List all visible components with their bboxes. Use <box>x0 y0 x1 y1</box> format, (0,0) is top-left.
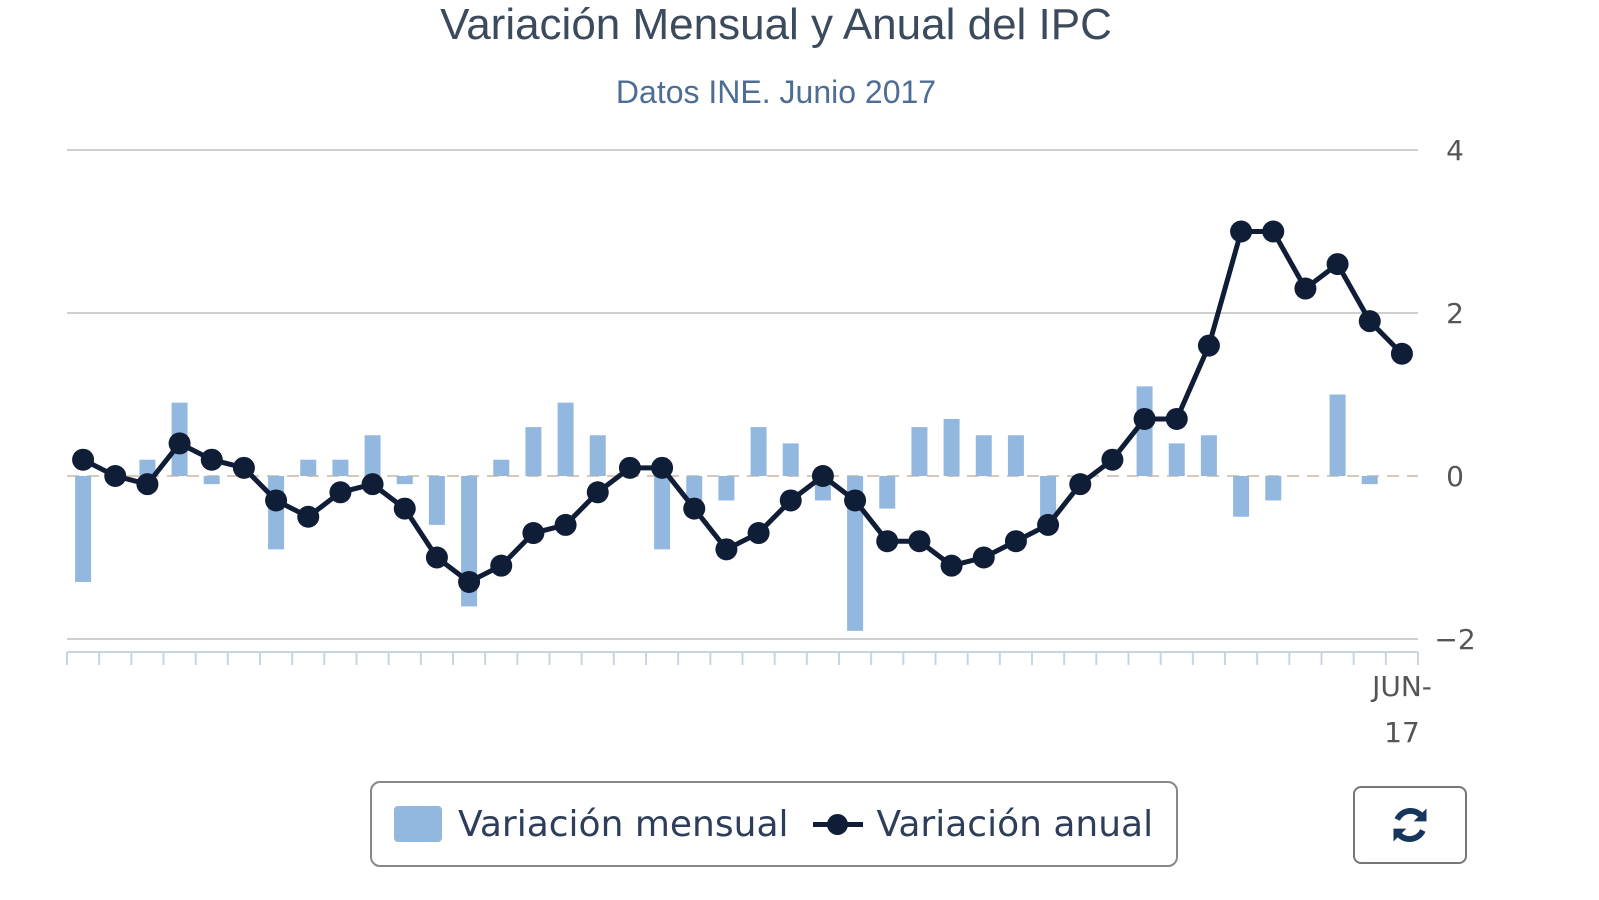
point-anual <box>618 456 641 479</box>
bar-mensual <box>428 476 445 525</box>
point-anual <box>1004 530 1027 553</box>
bar-mensual <box>525 427 542 476</box>
bar-mensual <box>975 435 992 476</box>
x-tick-label: JUN-17 <box>1372 670 1432 749</box>
point-anual <box>1197 334 1220 357</box>
chart-subtitle: Datos INE. Junio 2017 <box>615 74 937 110</box>
point-anual <box>361 473 384 496</box>
bar-mensual <box>1361 476 1378 485</box>
refresh-icon <box>1393 808 1427 842</box>
point-anual <box>1294 277 1317 300</box>
point-anual <box>844 489 867 512</box>
bar-mensual <box>1265 476 1282 501</box>
bar-mensual <box>750 427 767 476</box>
bar-mensual <box>686 476 703 501</box>
bar-mensual <box>396 476 413 485</box>
bar-mensual <box>364 435 381 476</box>
point-anual <box>811 465 834 487</box>
point-anual <box>779 489 802 512</box>
bar-mensual <box>718 476 735 501</box>
point-anual <box>232 456 255 479</box>
point-anual <box>1390 342 1413 365</box>
bar-mensual <box>654 476 671 550</box>
point-anual <box>876 530 899 553</box>
point-anual <box>265 489 288 512</box>
point-anual <box>586 481 609 504</box>
point-anual <box>393 497 416 520</box>
bar-mensual <box>1168 443 1185 476</box>
point-anual <box>329 481 352 504</box>
point-anual <box>136 473 159 496</box>
point-anual <box>940 554 963 577</box>
point-anual <box>104 465 127 487</box>
bar-mensual <box>911 427 928 476</box>
bar-mensual <box>879 476 896 509</box>
legend-item-anual[interactable]: Variación anual <box>789 803 1154 845</box>
bar-mensual <box>332 459 349 476</box>
bar-mensual <box>75 476 92 582</box>
point-anual <box>1326 253 1349 276</box>
bar-mensual <box>268 476 285 550</box>
point-anual <box>1069 473 1092 496</box>
bar-mensual <box>1329 394 1346 476</box>
point-anual <box>1165 407 1188 430</box>
bar-mensual <box>1136 386 1153 476</box>
bar-mensual <box>300 459 317 476</box>
point-anual <box>200 448 223 471</box>
bar-mensual <box>782 443 799 476</box>
point-anual <box>1230 220 1253 243</box>
legend-item-mensual[interactable]: Variación mensual <box>394 804 789 845</box>
bar-mensual <box>943 418 960 476</box>
point-anual <box>715 538 738 561</box>
chart-legend: Variación mensual Variación anual <box>370 781 1178 867</box>
y-tick-label: 2 <box>1446 297 1464 330</box>
bar-mensual <box>493 459 510 476</box>
bar-mensual <box>139 459 156 476</box>
bar-mensual <box>1233 476 1250 517</box>
point-anual <box>908 530 931 553</box>
bar-mensual <box>203 476 220 485</box>
bar-mensual <box>589 435 606 476</box>
bar-mensual <box>847 476 864 631</box>
point-anual <box>1358 310 1381 333</box>
legend-label: Variación anual <box>876 803 1154 845</box>
point-anual <box>72 448 95 471</box>
point-anual <box>651 456 674 479</box>
point-anual <box>747 522 770 545</box>
point-anual <box>168 432 191 455</box>
point-anual <box>425 546 448 569</box>
bar-mensual <box>557 402 574 476</box>
bar-mensual <box>1200 435 1217 476</box>
point-anual <box>490 554 513 577</box>
y-tick-label: 4 <box>1446 134 1464 167</box>
point-anual <box>554 513 577 536</box>
chart-title: Variación Mensual y Anual del IPC <box>440 0 1112 49</box>
legend-label: Variación mensual <box>458 803 789 845</box>
point-anual <box>522 522 545 545</box>
point-anual <box>1101 448 1124 471</box>
point-anual <box>972 546 995 569</box>
point-anual <box>683 497 706 520</box>
refresh-button[interactable] <box>1353 786 1467 864</box>
line-marker-swatch-icon <box>812 814 863 835</box>
point-anual <box>1133 407 1156 430</box>
bar-mensual <box>1007 435 1024 476</box>
bar-swatch-icon <box>394 806 442 842</box>
point-anual <box>1037 513 1060 536</box>
point-anual <box>458 570 481 593</box>
point-anual <box>297 505 320 528</box>
point-anual <box>1262 220 1285 243</box>
y-tick-label: 0 <box>1446 460 1464 493</box>
y-tick-label: −2 <box>1434 623 1475 656</box>
